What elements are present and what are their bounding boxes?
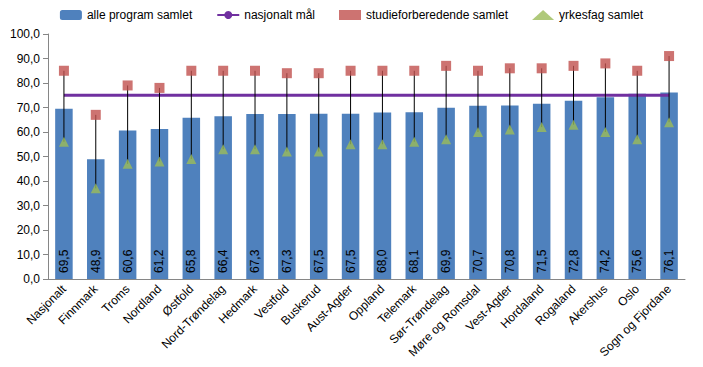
svg-text:10,0: 10,0 <box>17 248 41 262</box>
svg-text:71,5: 71,5 <box>535 249 549 273</box>
svg-text:Møre og Romsdal: Møre og Romsdal <box>405 282 483 360</box>
svg-text:65,8: 65,8 <box>184 249 198 273</box>
svg-text:67,5: 67,5 <box>312 249 326 273</box>
svg-text:Nasjonalt: Nasjonalt <box>23 282 69 328</box>
svg-text:70,7: 70,7 <box>471 249 485 273</box>
svg-text:Buskerud: Buskerud <box>278 282 324 328</box>
svg-text:Oppland: Oppland <box>345 282 388 324</box>
svg-text:90,0: 90,0 <box>17 52 41 66</box>
svg-text:Nordland: Nordland <box>120 282 164 326</box>
svg-text:0,0: 0,0 <box>23 272 40 286</box>
svg-text:Sogn og Fjordane: Sogn og Fjordane <box>597 282 675 360</box>
svg-text:74,2: 74,2 <box>598 249 612 273</box>
svg-text:Vestfold: Vestfold <box>251 282 292 323</box>
svg-text:Finnmark: Finnmark <box>56 281 102 327</box>
svg-text:70,0: 70,0 <box>17 101 41 115</box>
svg-text:68,0: 68,0 <box>375 249 389 273</box>
svg-text:Telemark: Telemark <box>374 282 420 327</box>
svg-text:studieforberedende samlet: studieforberedende samlet <box>366 8 509 22</box>
svg-text:75,6: 75,6 <box>630 249 644 273</box>
svg-text:72,8: 72,8 <box>567 249 581 273</box>
svg-text:70,8: 70,8 <box>503 249 517 273</box>
svg-text:67,3: 67,3 <box>248 249 262 273</box>
svg-text:nasjonalt mål: nasjonalt mål <box>244 8 315 22</box>
svg-text:60,0: 60,0 <box>17 125 41 139</box>
svg-text:yrkesfag samlet: yrkesfag samlet <box>559 8 644 22</box>
svg-text:Hordaland: Hordaland <box>497 282 547 332</box>
svg-text:80,0: 80,0 <box>17 76 41 90</box>
svg-text:68,1: 68,1 <box>407 249 421 273</box>
svg-text:30,0: 30,0 <box>17 199 41 213</box>
svg-text:66,4: 66,4 <box>216 249 230 273</box>
svg-text:Oslo: Oslo <box>615 282 643 310</box>
svg-text:Hedmark: Hedmark <box>216 281 261 326</box>
svg-text:Troms: Troms <box>99 282 133 316</box>
svg-text:50,0: 50,0 <box>17 150 41 164</box>
svg-text:76,1: 76,1 <box>662 249 676 273</box>
svg-text:48,9: 48,9 <box>89 249 103 273</box>
svg-text:Sør-Trøndelag: Sør-Trøndelag <box>386 282 452 347</box>
svg-text:61,2: 61,2 <box>152 249 166 273</box>
svg-text:69,5: 69,5 <box>57 249 71 273</box>
svg-text:69,9: 69,9 <box>439 249 453 273</box>
svg-text:Nord-Trøndelag: Nord-Trøndelag <box>158 282 229 352</box>
svg-text:20,0: 20,0 <box>17 223 41 237</box>
svg-text:67,3: 67,3 <box>280 249 294 273</box>
svg-text:Aust-Agder: Aust-Agder <box>303 282 355 334</box>
svg-text:100,0: 100,0 <box>10 27 40 41</box>
svg-text:67,5: 67,5 <box>344 249 358 273</box>
svg-text:Østfold: Østfold <box>159 282 197 319</box>
svg-text:Rogaland: Rogaland <box>532 282 579 329</box>
svg-text:40,0: 40,0 <box>17 174 41 188</box>
svg-text:Vest-Agder: Vest-Agder <box>462 282 515 334</box>
svg-text:alle program samlet: alle program samlet <box>87 8 193 22</box>
svg-text:Akershus: Akershus <box>565 282 610 327</box>
svg-text:60,6: 60,6 <box>121 249 135 273</box>
